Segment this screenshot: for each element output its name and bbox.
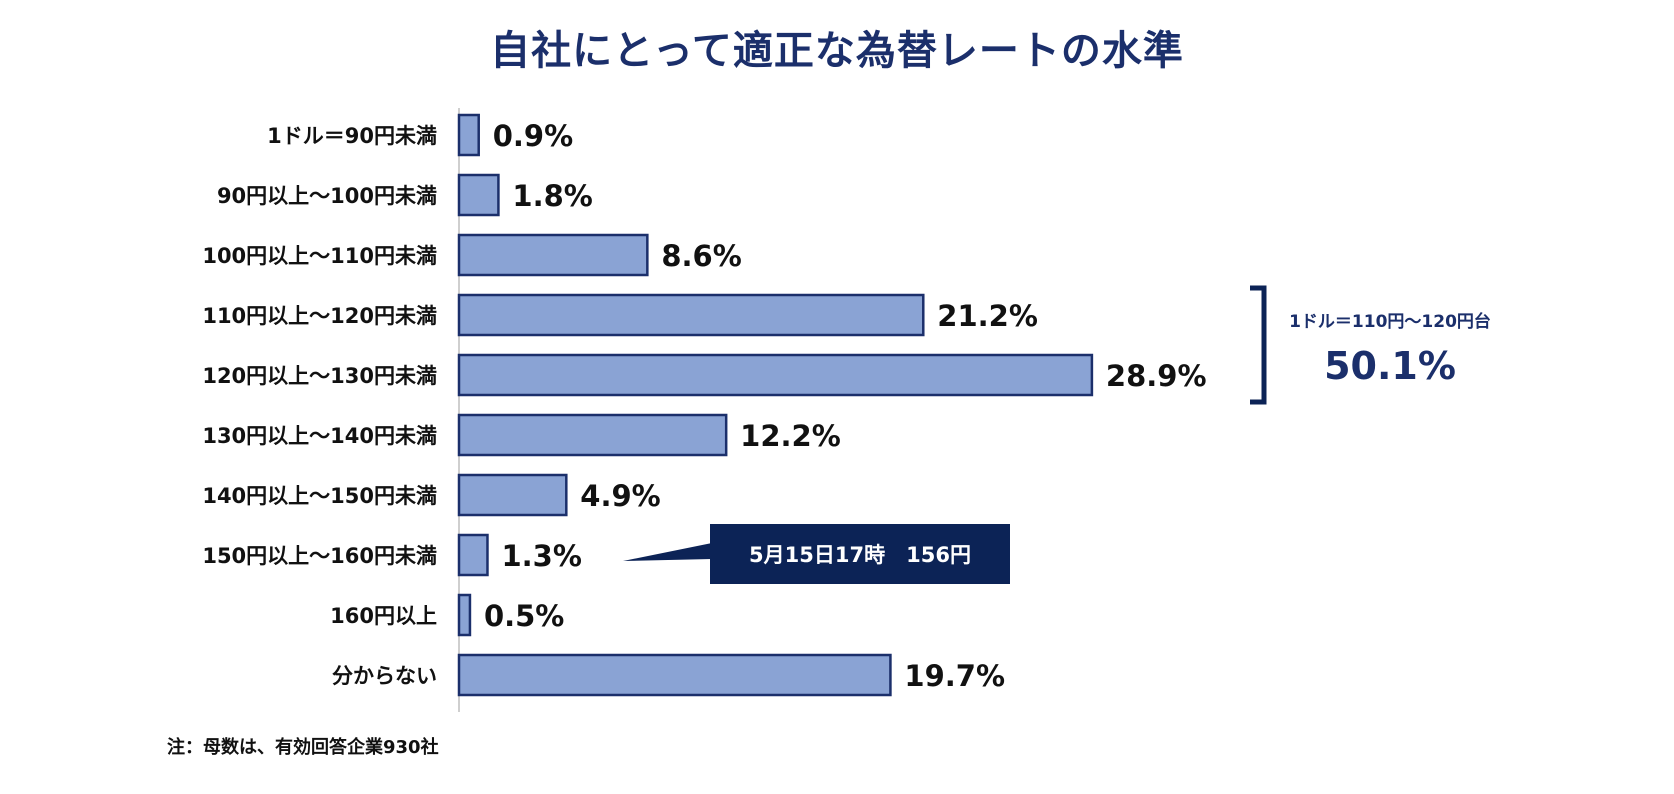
bracket-value: 50.1% <box>1324 344 1456 388</box>
data-label: 4.9% <box>580 479 660 513</box>
data-label: 0.5% <box>484 599 564 633</box>
data-label: 8.6% <box>661 239 741 273</box>
data-label: 19.7% <box>904 659 1005 693</box>
bar <box>457 233 649 277</box>
bar <box>457 533 489 577</box>
bar <box>457 293 925 337</box>
bar <box>457 113 480 157</box>
callout-pointer <box>623 543 712 561</box>
callout-box <box>710 524 1010 584</box>
data-label: 0.9% <box>493 119 573 153</box>
data-label: 1.3% <box>501 539 581 573</box>
bar <box>457 473 568 517</box>
bar <box>457 173 500 217</box>
data-label: 1.8% <box>512 179 592 213</box>
category-label: 130円以上～140円未満 <box>202 424 437 448</box>
data-label: 28.9% <box>1106 359 1207 393</box>
bracket-label: 1ドル＝110円～120円台 <box>1289 311 1491 332</box>
bar <box>457 653 892 697</box>
category-label: 90円以上～100円未満 <box>217 184 437 208</box>
category-label: 150円以上～160円未満 <box>202 544 437 568</box>
category-label: 140円以上～150円未満 <box>202 484 437 508</box>
category-label: 120円以上～130円未満 <box>202 364 437 388</box>
footnote: 注：母数は、有効回答企業930社 <box>167 737 439 758</box>
group-bracket <box>1250 285 1267 405</box>
data-label: 12.2% <box>740 419 841 453</box>
category-label: 110円以上～120円未満 <box>202 304 437 328</box>
callout-text: 5月15日17時 156円 <box>749 543 971 567</box>
category-label: 160円以上 <box>330 604 437 628</box>
bar <box>457 413 728 457</box>
category-label: 100円以上～110円未満 <box>202 244 437 268</box>
bar <box>457 353 1094 397</box>
chart-title: 自社にとって適正な為替レートの水準 <box>490 28 1184 74</box>
category-label: 1ドル＝90円未満 <box>267 124 437 148</box>
data-label: 21.2% <box>937 299 1038 333</box>
bar <box>457 593 472 637</box>
category-label: 分からない <box>332 664 437 688</box>
